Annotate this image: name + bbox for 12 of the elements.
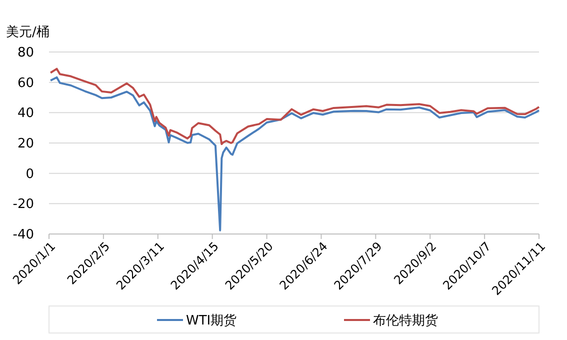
y-tick-label: 60 <box>17 76 34 91</box>
line-series <box>50 76 540 232</box>
y-tick-label: 20 <box>17 136 34 152</box>
legend-label: 布伦特期货 <box>373 314 438 329</box>
y-tick-label: 0 <box>26 166 34 182</box>
y-tick-label: 40 <box>17 106 34 122</box>
line-series <box>50 68 540 146</box>
y-tick-label: -20 <box>12 197 34 212</box>
y-tick-label: -40 <box>12 228 34 243</box>
y-tick-label: 80 <box>17 46 34 61</box>
y-axis-title: 美元/桶 <box>6 24 50 40</box>
legend-label: WTI期货 <box>186 314 237 329</box>
